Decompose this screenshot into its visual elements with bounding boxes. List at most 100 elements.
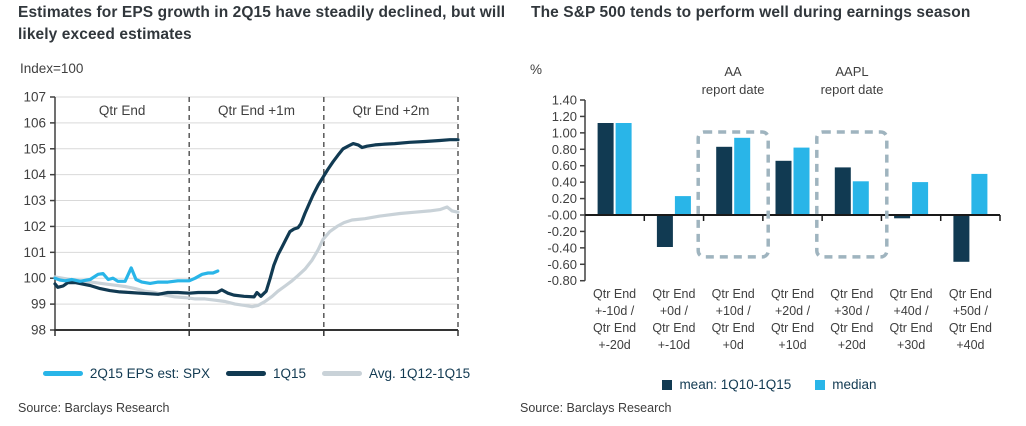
report-date-box-aa [696,130,770,259]
report-date-box-aapl [815,130,889,259]
legend-swatch-2q15 [42,371,83,376]
y-tick-label: -0.60 [547,257,577,272]
y-tick-label: 1.00 [552,125,577,140]
y-tick-label: 0.80 [552,142,577,157]
x-tick-label: +20d [838,338,866,352]
y-tick-label: 107 [23,90,46,105]
right-chart-title: The S&P 500 tends to perform well during… [531,4,971,21]
legend-item-avg: Avg. 1Q12-1Q15 [322,366,470,381]
y-tick-label: 99 [31,297,46,312]
aapl-report-date-annotation: AAPL report date [821,63,884,98]
left-chart-title: Estimates for EPS growth in 2Q15 have st… [18,4,506,43]
x-tick-label: +-10d [658,338,690,352]
x-tick-label: Qtr End [830,287,873,301]
y-tick-label: -0.20 [547,224,577,239]
legend-swatch-1q15 [225,371,266,376]
legend-swatch-avg [322,371,363,376]
y-tick-label: 102 [23,219,46,234]
earnings-season-bar-chart: -0.80-0.60 -0.40-0.20-0.00 0.200.40 0.600.8… [547,93,1001,352]
left-axis-unit-label: Index=100 [20,61,84,76]
legend-label-1q15: 1Q15 [272,366,307,381]
x-tick-label: Qtr End [949,287,992,301]
y-tick-label: 101 [23,245,46,260]
aapl-annotation-line2: report date [820,81,884,97]
section-separators [188,97,459,330]
aa-annotation-line2: report date [701,81,765,97]
bar [894,215,911,219]
legend-label-median: median [832,377,877,392]
legend-item-median: median [815,377,877,392]
section-labels: Qtr End Qtr End +1m Qtr End +2m [99,103,430,118]
y-tick-label: 0.60 [552,158,577,173]
y-tick-label: 0.20 [552,191,577,206]
y-tick-label: 105 [23,141,46,156]
x-tick-label: +10d / [716,304,752,318]
y-tick-label: -0.00 [547,208,577,223]
x-tick-label: +-10d / [595,304,635,318]
left-source-note: Source: Barclays Research [18,401,170,415]
x-tick-label: +10d [778,338,806,352]
bar-series-mean [597,123,970,262]
legend-label-mean: mean: 1Q10-1Q15 [679,377,792,392]
x-tick-label: +40d / [894,304,930,318]
bar [852,181,869,215]
bar [716,146,733,215]
line-series-avg-1q12-1q15 [53,205,460,309]
x-tick-label: +30d [897,338,925,352]
gridlines [55,96,458,305]
legend-item-2q15: 2Q15 EPS est: SPX [42,366,210,381]
bar [674,196,691,215]
x-tick-label: Qtr End [771,287,814,301]
y-tick-label: 104 [23,167,46,182]
y-tick-label: -0.80 [547,273,577,288]
x-tick-label: Qtr End [593,321,636,335]
bar [793,147,810,215]
line-series-1q15 [53,138,460,299]
aapl-annotation-line1: AAPL [835,64,869,79]
x-tick-label: Qtr End [771,321,814,335]
x-tick-label: +0d / [660,304,689,318]
x-tick-label: +20d / [775,304,811,318]
bar [775,160,792,215]
bar [615,123,632,215]
bar [734,137,751,215]
x-tick-label: Qtr End [830,321,873,335]
bar [912,182,929,215]
y-tick-label: 1.40 [552,93,577,108]
x-tick-label: +30d / [834,304,870,318]
right-legend: mean: 1Q10-1Q15 median [513,377,1026,392]
y-tick-label: 100 [23,271,46,286]
x-tick-label: Qtr End [652,287,695,301]
bar [656,215,673,247]
x-tick-label: Qtr End [890,287,933,301]
x-tick-label: Qtr End [593,287,636,301]
section-label: Qtr End +2m [352,103,429,118]
bar [953,215,970,262]
left-legend: 2Q15 EPS est: SPX 1Q15 Avg. 1Q12-1Q15 [0,366,513,381]
x-tick-label: Qtr End [652,321,695,335]
x-tick-label: Qtr End [949,321,992,335]
x-tick-label: Qtr End [890,321,933,335]
x-tick-label: Qtr End [712,321,755,335]
x-tick-label: Qtr End [712,287,755,301]
bar [834,167,851,215]
left-chart-panel: Estimates for EPS growth in 2Q15 have st… [0,4,513,415]
y-tick-label: 98 [31,323,46,338]
aa-annotation-line1: AA [724,64,742,79]
x-tick-label: +-20d [598,338,630,352]
y-tick-label: -0.40 [547,240,577,255]
legend-label-avg: Avg. 1Q12-1Q15 [369,366,471,381]
line-series-2q15-eps-est-spx [53,266,220,285]
bar [971,173,988,215]
y-tick-label: 1.20 [552,109,577,124]
x-tick-label: +50d / [953,304,989,318]
bar-series-median [615,123,988,215]
right-source-note: Source: Barclays Research [520,401,672,415]
right-chart-panel: The S&P 500 tends to perform well during… [513,0,1026,426]
x-tick-label: +0d [723,338,744,352]
section-label: Qtr End +1m [218,103,295,118]
legend-swatch-median [815,379,826,390]
right-axis-unit-label: % [530,62,543,77]
section-label: Qtr End [99,103,146,118]
